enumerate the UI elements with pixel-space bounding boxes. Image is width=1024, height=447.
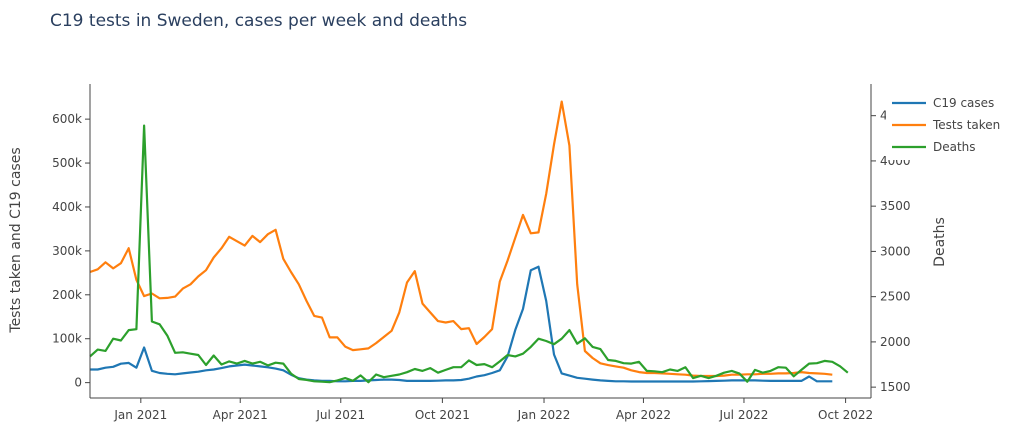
series-line-tests-taken	[89, 100, 833, 378]
series-layer	[89, 100, 849, 384]
x-tick-label: Jan 2021	[113, 408, 167, 422]
x-tick-label: Oct 2021	[415, 408, 470, 422]
y2-tick-label: 3000	[880, 244, 911, 258]
legend-label: Deaths	[933, 140, 976, 154]
chart-title: C19 tests in Sweden, cases per week and …	[50, 11, 467, 31]
x-axis-ticks: Jan 2021 Apr 2021 Jul 2021 Oct 2021 Jan 2022…	[113, 398, 873, 422]
series-line-c19-cases	[90, 265, 833, 383]
x-tick-label: Jul 2021	[315, 408, 365, 422]
y2-tick-label: 2500	[880, 290, 911, 304]
x-tick-label: Jan 2022	[517, 408, 571, 422]
x-tick-label: Oct 2022	[818, 408, 873, 422]
y-tick-label: 300k	[52, 244, 82, 258]
y-tick-label: 100k	[52, 332, 82, 346]
series-line-deaths	[89, 124, 849, 384]
legend-label: C19 cases	[933, 96, 994, 110]
y2-tick-label: 1500	[880, 380, 911, 394]
x-tick-label: Jul 2022	[719, 408, 769, 422]
legend-item-tests-taken[interactable]: Tests taken	[892, 118, 1000, 132]
y2-tick-label: 3500	[880, 199, 911, 213]
y-tick-label: 0	[74, 376, 82, 390]
y-axis-title: Tests taken and C19 cases	[8, 147, 24, 333]
y2-tick-label: 2000	[880, 335, 911, 349]
legend[interactable]: C19 cases Tests taken Deaths	[886, 88, 1024, 160]
x-tick-label: Apr 2022	[616, 408, 671, 422]
y2-axis-title: Deaths	[932, 217, 948, 267]
y-axis-ticks: 0 100k 200k 300k 400k 500k 600k	[52, 112, 90, 390]
y-tick-label: 600k	[52, 112, 82, 126]
y-tick-label: 200k	[52, 288, 82, 302]
legend-item-c19-cases[interactable]: C19 cases	[892, 96, 994, 110]
legend-item-deaths[interactable]: Deaths	[892, 140, 976, 154]
legend-label: Tests taken	[932, 118, 1000, 132]
y-tick-label: 400k	[52, 200, 82, 214]
y-tick-label: 500k	[52, 156, 82, 170]
x-tick-label: Apr 2021	[213, 408, 268, 422]
